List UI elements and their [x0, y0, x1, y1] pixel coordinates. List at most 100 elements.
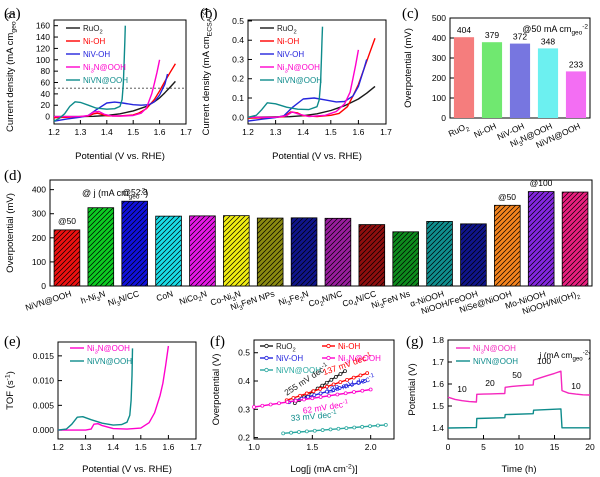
series-marker — [344, 426, 349, 431]
panel-letter: (b) — [200, 6, 218, 22]
series-marker — [350, 382, 355, 387]
y-tick-label: 0.005 — [33, 400, 55, 410]
y-axis-label: Overpotential (mV) — [403, 28, 414, 108]
annotation: @52.3 — [122, 187, 147, 197]
legend-label: NiV-OH — [276, 354, 303, 363]
axis-box — [53, 19, 187, 125]
bar-category-label: Ni3FeN Ns — [370, 288, 412, 312]
x-tick-label: 1.6 — [162, 442, 174, 452]
panel-letter: (g) — [406, 334, 424, 350]
bar-hatch — [494, 205, 521, 286]
y-tick-label: 0 — [441, 113, 446, 123]
annotation: 100 — [537, 356, 551, 366]
x-axis-label: Potential (V vs. RHE) — [82, 464, 172, 475]
series-marker — [318, 395, 323, 399]
series-marker — [310, 396, 315, 401]
bar-category-label: NiVN@OOH — [24, 288, 73, 312]
panel-b: (b) 1.2 1.3 1.4 1.5 1.6 1.7 0.0 0.1 0.2 0.3 0.4 0.5 P… — [198, 2, 398, 162]
bar-hatch — [121, 201, 148, 286]
bar-category-label: RuO2 — [447, 120, 472, 140]
x-tick-label: 1.2 — [52, 442, 64, 452]
x-tick-label: 1.2 — [242, 127, 254, 137]
series-line — [447, 370, 591, 403]
legend-marker — [264, 367, 269, 373]
y-axis-label: Potential (V) — [407, 363, 418, 415]
x-tick-label: 1.7 — [190, 442, 202, 452]
bar-value-label: 404 — [457, 25, 471, 35]
panel-c: (c) 0 100 200 300 400 500 Overpotential (mV) 404… — [400, 2, 598, 162]
annotation: 10 — [571, 381, 581, 391]
annotation: @50 — [58, 216, 76, 226]
bar-hatch — [291, 217, 317, 286]
annotation: 20 — [485, 378, 495, 388]
y-tick-label: 100 — [432, 93, 446, 103]
series-line — [57, 348, 134, 431]
chart-e: (e) 1.2 1.3 1.4 1.5 1.6 1.7 0.000 0.005 0.010 0.01… — [4, 334, 202, 475]
panel-a: (a) 1.2 1.3 1.4 1.5 1.6 1.7 0 20 40 60 80 100 120 140 1… — [2, 2, 196, 162]
legend-label: RuO2 — [83, 24, 103, 36]
bar-category-label: h-Ni3N — [79, 288, 107, 308]
x-tick-label: 1.2 — [48, 127, 60, 137]
y-tick-label: 0.010 — [33, 376, 55, 386]
annotation: 33 mV dec-1 — [290, 409, 337, 423]
x-axis-label: Potential (V vs. RHE) — [75, 151, 165, 162]
legend-marker — [264, 343, 269, 349]
series-marker — [345, 377, 349, 382]
series-marker — [304, 391, 309, 396]
y-tick-label: 0.4 — [232, 35, 244, 45]
series-marker — [331, 387, 336, 392]
bar — [509, 43, 531, 118]
legend-label: NiVN@OOH — [276, 366, 321, 375]
bar-value-label: 233 — [569, 59, 583, 69]
series-marker — [333, 375, 338, 379]
panel-d: (d) 0 100 200 300 400 Overpotential (mV) NiVN@O… — [2, 164, 598, 328]
series-marker — [343, 384, 348, 389]
bar-category-label: Ni3N/CC — [107, 288, 142, 310]
y-tick-label: 400 — [432, 33, 446, 43]
y-tick-label: 400 — [32, 185, 46, 195]
x-tick-label: 1.5 — [306, 442, 318, 452]
annotation: @50 mA cmgeo-2 — [522, 24, 588, 37]
bar — [453, 37, 475, 119]
series-line — [58, 345, 170, 431]
series-marker — [297, 430, 301, 434]
bar-category-label: Ni-OH — [472, 121, 498, 140]
legend-label: NiVN@OOH — [473, 357, 518, 366]
bar-value-label: 379 — [485, 30, 499, 40]
series-marker — [329, 377, 334, 382]
bar-category-label: Co2N/NC — [307, 288, 344, 311]
y-tick-label: 0.5 — [232, 16, 244, 26]
annotation: 50 — [512, 370, 522, 380]
series-marker — [358, 373, 363, 378]
y-tick-label: 100 — [32, 257, 46, 267]
y-axis-label: Overpotential (V) — [211, 354, 222, 426]
y-tick-label: 60 — [41, 78, 51, 88]
series-marker — [306, 395, 310, 399]
series-marker — [383, 422, 388, 427]
series-marker — [352, 390, 356, 394]
series-marker — [302, 397, 306, 402]
series-marker — [298, 393, 302, 398]
panel-f: (f) 1.0 1.5 2.0 0.2 0.3 0.4 0.5 Log[j (mA cm-2)]… — [208, 330, 402, 475]
series-marker — [320, 383, 325, 388]
series-marker — [343, 369, 347, 374]
legend-label: Ni3N@OOH — [83, 63, 126, 75]
series-marker — [376, 423, 380, 428]
y-tick-label: 1.6 — [432, 379, 444, 389]
series-marker — [343, 391, 348, 396]
series-marker — [320, 428, 325, 432]
bar-value-label: 348 — [541, 36, 555, 46]
x-tick-label: 1.0 — [248, 442, 260, 452]
x-axis-label: Potential (V vs. RHE) — [272, 151, 362, 162]
annotation: @50 — [498, 192, 516, 202]
legend-label: Ni3N@OOH — [277, 63, 320, 75]
y-tick-label: 0.1 — [232, 93, 244, 103]
series-marker — [252, 405, 256, 409]
series-marker — [318, 391, 323, 396]
x-tick-label: 1.3 — [74, 127, 86, 137]
series-marker — [289, 430, 293, 435]
legend-label: RuO2 — [276, 342, 296, 354]
series-line — [54, 59, 161, 118]
